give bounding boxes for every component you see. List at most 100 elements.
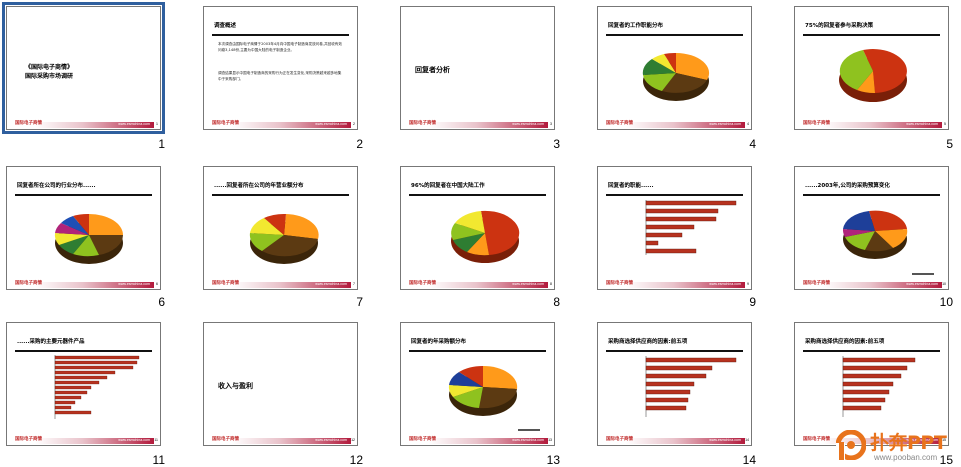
- section-title: 回复者分析: [415, 66, 450, 74]
- slide-title: 回复者所在公司的行业分布......: [17, 183, 96, 189]
- pooban-logo-url: www.pooban.com: [874, 453, 938, 462]
- pie-chart: [642, 52, 710, 101]
- pie-chart: [448, 365, 518, 416]
- footer-brand: 国际电子商情: [606, 437, 633, 442]
- footer-bar: [626, 282, 745, 288]
- slide-thumbnail-15[interactable]: 采购商选择供应商的因素:前五项 国际电子商情 www.esmchina.com …: [794, 322, 949, 446]
- title-rule: [803, 350, 940, 352]
- footer-url: www.esmchina.com: [315, 282, 347, 286]
- footer-url: www.esmchina.com: [118, 122, 150, 126]
- slide-footer: 国际电子商情 www.esmchina.com 5: [795, 118, 948, 129]
- pie-chart: [842, 210, 908, 259]
- slide-title: 75%的回复者参与采购决策: [805, 23, 874, 29]
- slide-thumbnail-9[interactable]: 回复者的职能...... 国际电子商情 www.esmchina.com 9: [597, 166, 752, 290]
- footer-bar: [429, 122, 548, 128]
- slide-title: 调查概述: [214, 23, 237, 29]
- footer-page-number: 8: [550, 282, 552, 286]
- footer-url: www.esmchina.com: [709, 122, 741, 126]
- title-rule: [15, 194, 152, 196]
- title-rule: [606, 350, 743, 352]
- slide-footer: 国际电子商情 www.esmchina.com 3: [401, 118, 554, 129]
- slide-number-12: 12: [349, 453, 363, 467]
- bar-chart: [842, 356, 916, 417]
- slide-footer: 国际电子商情 www.esmchina.com 15: [795, 434, 948, 445]
- slide-title: ......2003年,公司的采购预算变化: [805, 183, 890, 189]
- slide-number-7: 7: [356, 295, 363, 309]
- body-paragraph: 调查结果显示中国电子制造商的采购行为正在发生变化,采购决策越来越多地集中于采购部…: [218, 71, 342, 81]
- pooban-logo-icon: [836, 430, 866, 460]
- pooban-logo: 扑奔PPT www.pooban.com: [834, 426, 961, 467]
- pooban-logo-name: 扑奔PPT: [870, 432, 947, 454]
- footer-url: www.esmchina.com: [512, 122, 544, 126]
- footer-page-number: 15: [942, 438, 946, 442]
- slide-title: 回复者的工作职能分布: [608, 23, 664, 29]
- source-note: [518, 429, 540, 431]
- footer-brand: 国际电子商情: [409, 121, 436, 126]
- slide-thumbnail-13[interactable]: 回复者的年采购额分布 国际电子商情 www.esmchina.com 13: [400, 322, 555, 446]
- slide-thumbnail-12[interactable]: 收入与盈利 国际电子商情 www.esmchina.com 12: [203, 322, 358, 446]
- footer-brand: 国际电子商情: [409, 281, 436, 286]
- title-rule: [803, 34, 940, 36]
- slide-number-15: 15: [939, 453, 953, 467]
- slide-thumbnail-3[interactable]: 回复者分析 国际电子商情 www.esmchina.com 3: [400, 6, 555, 130]
- slide-footer: 国际电子商情 www.esmchina.com 1: [7, 118, 160, 129]
- footer-url: www.esmchina.com: [709, 438, 741, 442]
- slide-thumbnail-6[interactable]: 回复者所在公司的行业分布...... 国际电子商情 www.esmchina.c…: [6, 166, 161, 290]
- footer-bar: [429, 282, 548, 288]
- pie-chart: [249, 213, 319, 264]
- slide-number-14: 14: [742, 453, 756, 467]
- slide-number-10: 10: [939, 295, 953, 309]
- slide-thumbnail-11[interactable]: ......采购的主要元器件产品 国际电子商情 www.esmchina.com…: [6, 322, 161, 446]
- footer-bar: [626, 122, 745, 128]
- footer-brand: 国际电子商情: [606, 281, 633, 286]
- footer-page-number: 3: [550, 122, 552, 126]
- footer-brand: 国际电子商情: [15, 281, 42, 286]
- slide-thumbnail-8[interactable]: 96%的回复者在中国大陆工作 国际电子商情 www.esmchina.com 8: [400, 166, 555, 290]
- footer-url: www.esmchina.com: [512, 282, 544, 286]
- footer-bar: [823, 438, 942, 444]
- footer-brand: 国际电子商情: [15, 121, 42, 126]
- footer-bar: [232, 438, 351, 444]
- footer-url: www.esmchina.com: [512, 438, 544, 442]
- footer-bar: [232, 282, 351, 288]
- slide-thumbnail-4[interactable]: 回复者的工作职能分布 国际电子商情 www.esmchina.com 4: [597, 6, 752, 130]
- slide-thumbnail-5[interactable]: 75%的回复者参与采购决策 国际电子商情 www.esmchina.com 5: [794, 6, 949, 130]
- slide-number-11: 11: [152, 453, 165, 467]
- footer-bar: [823, 282, 942, 288]
- footer-page-number: 2: [353, 122, 355, 126]
- slide-number-3: 3: [553, 137, 560, 151]
- slide-number-5: 5: [946, 137, 953, 151]
- footer-page-number: 7: [353, 282, 355, 286]
- title-rule: [803, 194, 940, 196]
- title-rule: [606, 194, 743, 196]
- cover-title: 《国际电子商情》 国际采购市场调研: [25, 63, 73, 81]
- section-title: 收入与盈利: [218, 382, 253, 390]
- footer-bar: [35, 438, 154, 444]
- footer-bar: [232, 122, 351, 128]
- slide-thumbnail-10[interactable]: ......2003年,公司的采购预算变化 国际电子商情 www.esmchin…: [794, 166, 949, 290]
- slide-thumbnail-2[interactable]: 调查概述 本次调查由国际电子商情于2003年4月向中国电子制造商发放问卷,共回收…: [203, 6, 358, 130]
- footer-url: www.esmchina.com: [906, 122, 938, 126]
- slide-footer: 国际电子商情 www.esmchina.com 12: [204, 434, 357, 445]
- slide-number-1: 1: [158, 137, 165, 151]
- footer-brand: 国际电子商情: [409, 437, 436, 442]
- slide-number-4: 4: [749, 137, 756, 151]
- slide-footer: 国际电子商情 www.esmchina.com 4: [598, 118, 751, 129]
- slide-thumbnail-14[interactable]: 采购商选择供应商的因素:前五项 国际电子商情 www.esmchina.com …: [597, 322, 752, 446]
- slide-footer: 国际电子商情 www.esmchina.com 11: [7, 434, 160, 445]
- title-rule: [15, 350, 152, 352]
- slide-thumbnail-1[interactable]: 《国际电子商情》 国际采购市场调研 国际电子商情 www.esmchina.co…: [2, 2, 165, 134]
- slide-footer: 国际电子商情 www.esmchina.com 6: [7, 278, 160, 289]
- source-note: [912, 273, 934, 275]
- slide-thumbnail-7[interactable]: ......回复者所在公司的年营业额分布 国际电子商情 www.esmchina…: [203, 166, 358, 290]
- footer-page-number: 6: [156, 282, 158, 286]
- slide-number-8: 8: [553, 295, 560, 309]
- cover-title-line-1: 《国际电子商情》: [25, 64, 74, 71]
- footer-brand: 国际电子商情: [803, 281, 830, 286]
- footer-page-number: 12: [351, 438, 355, 442]
- footer-brand: 国际电子商情: [212, 281, 239, 286]
- slide-footer: 国际电子商情 www.esmchina.com 10: [795, 278, 948, 289]
- title-rule: [409, 350, 546, 352]
- footer-brand: 国际电子商情: [212, 121, 239, 126]
- footer-bar: [35, 122, 154, 128]
